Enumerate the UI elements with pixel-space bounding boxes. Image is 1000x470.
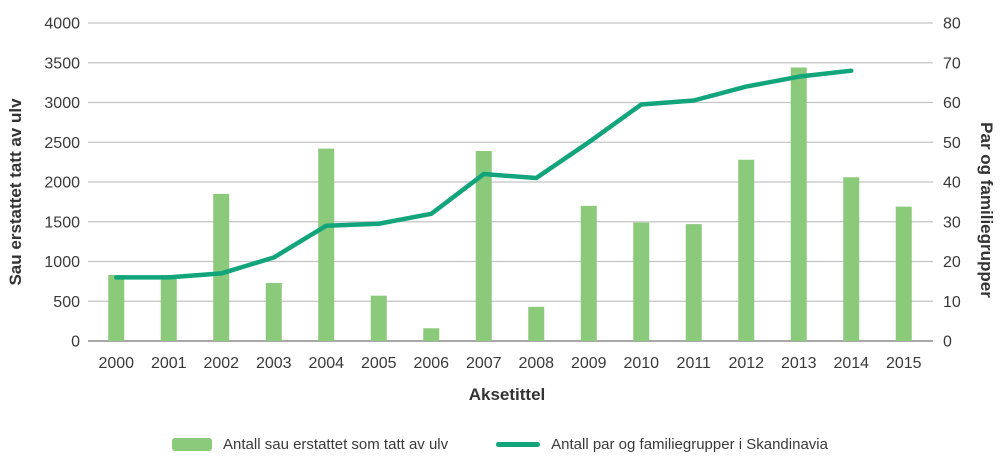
line-series: [114, 68, 854, 280]
bar-series-label: Antall sau erstattet som tatt av ulv: [223, 435, 449, 453]
bar-2008: [528, 306, 545, 341]
bar-2005: [370, 295, 387, 341]
left-axis-title: Sau erstattet tatt av ulv: [6, 98, 25, 286]
x-tick-label-2012: 2012: [728, 355, 764, 372]
x-tick-label-2006: 2006: [413, 355, 449, 372]
bar-2014: [843, 177, 860, 341]
bar-2003: [265, 282, 282, 341]
right-tick-label: 10: [943, 294, 961, 311]
left-tick-label: 3000: [44, 95, 80, 112]
x-tick-label-2002: 2002: [203, 355, 239, 372]
bars-series: [108, 67, 912, 342]
right-tick-label: 20: [943, 254, 961, 271]
x-tick-label-2007: 2007: [466, 355, 502, 372]
x-tick-label-2000: 2000: [98, 355, 134, 372]
line-series-label: Antall par og familiegrupper i Skandinav…: [551, 435, 828, 453]
right-tick-label: 50: [943, 135, 961, 152]
bar-2011: [685, 224, 702, 341]
bar-2001: [160, 275, 177, 341]
x-tick-label-2014: 2014: [833, 355, 869, 372]
bar-2007: [475, 150, 492, 341]
right-tick-label: 30: [943, 214, 961, 231]
left-tick-label: 2500: [44, 135, 80, 152]
left-tick-label: 1500: [44, 214, 80, 231]
left-axis-ticks: 0 500 1000 1500 2000 2500 3000 3500 4000: [44, 16, 80, 351]
x-tick-label-2013: 2013: [781, 355, 817, 372]
right-tick-label: 70: [943, 55, 961, 72]
x-tick-label-2005: 2005: [361, 355, 397, 372]
bar-series-swatch: [172, 437, 213, 451]
x-axis-ticks: 2000 2001 2002 2003 2004 2005 2006 2007 2008 2009…: [98, 355, 921, 372]
x-tick-label-2011: 2011: [677, 355, 712, 372]
right-axis-ticks: 0 10 20 30 40 50 60 70 80: [943, 16, 961, 351]
x-tick-label-2015: 2015: [886, 355, 922, 372]
bar-2004: [318, 148, 335, 341]
left-tick-label: 2000: [44, 175, 80, 192]
x-tick-label-2003: 2003: [256, 355, 292, 372]
right-tick-label: 80: [943, 16, 961, 33]
left-tick-label: 1000: [44, 254, 80, 271]
bar-2002: [213, 193, 230, 341]
bar-2015: [895, 206, 912, 341]
legend-item-line: Antall par og familiegrupper i Skandinav…: [496, 436, 828, 453]
left-tick-label: 4000: [44, 16, 80, 33]
left-tick-label: 500: [53, 294, 80, 311]
right-axis-title: Par og familiegrupper: [977, 122, 996, 298]
right-tick-label: 60: [943, 95, 961, 112]
x-tick-label-2010: 2010: [623, 355, 659, 372]
bar-2000: [108, 275, 125, 341]
bar-2006: [423, 328, 440, 341]
x-tick-label-2004: 2004: [308, 355, 344, 372]
left-tick-label: 3500: [44, 55, 80, 72]
left-tick-label: 0: [71, 334, 80, 351]
legend-item-bars: Antall sau erstattet som tatt av ulv: [172, 436, 448, 453]
line-series-swatch: [496, 441, 541, 447]
right-tick-label: 0: [943, 334, 952, 351]
legend: Antall sau erstattet som tatt av ulv Ant…: [0, 430, 1000, 458]
x-tick-label-2008: 2008: [518, 355, 554, 372]
x-tick-label-2009: 2009: [571, 355, 607, 372]
x-axis-title: Aksetittel: [468, 385, 546, 404]
bar-2012: [738, 159, 755, 341]
bar-2013: [790, 67, 807, 342]
bar-2010: [633, 222, 650, 341]
x-tick-label-2001: 2001: [151, 355, 187, 372]
right-tick-label: 40: [943, 175, 961, 192]
bar-2009: [580, 205, 597, 341]
